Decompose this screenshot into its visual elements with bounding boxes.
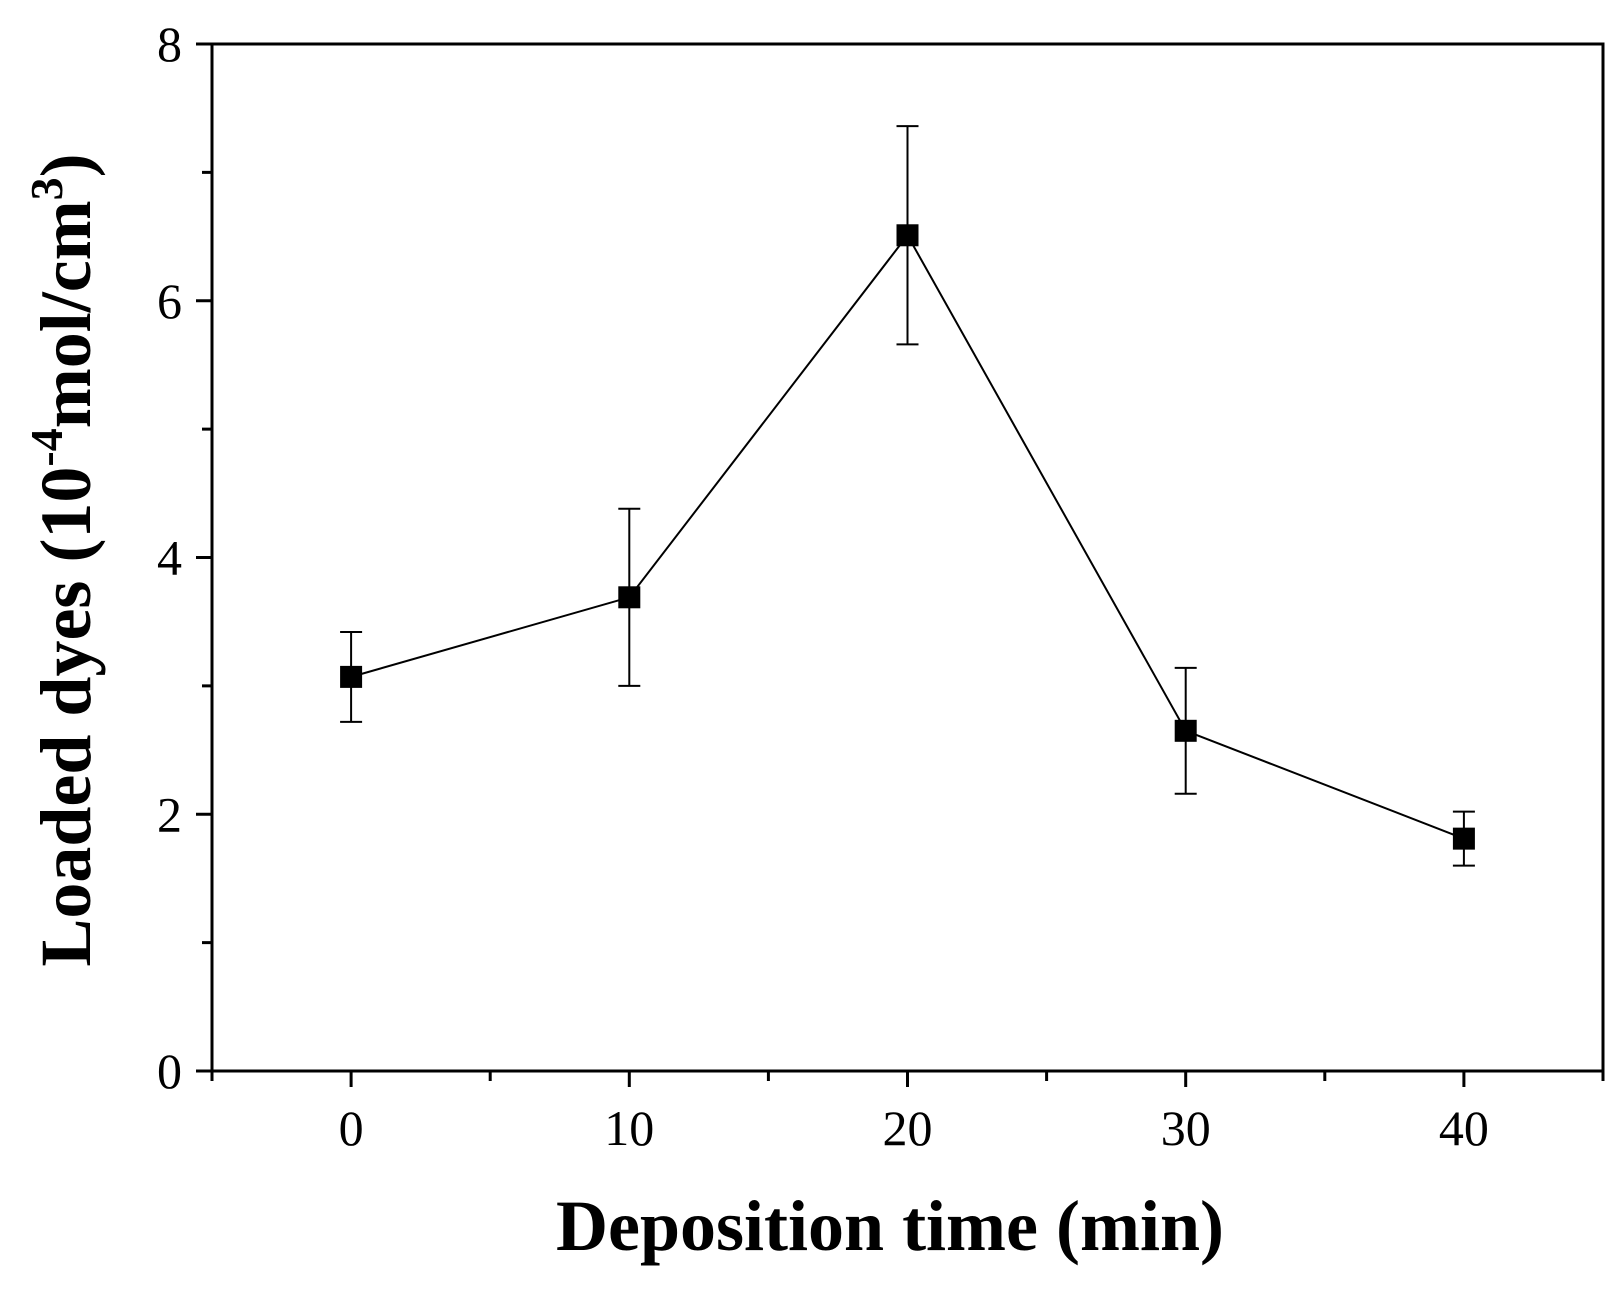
y-tick-label: 8 [157, 16, 182, 72]
y-tick-label: 2 [157, 786, 182, 842]
y-axis-title-power: 3 [21, 177, 72, 200]
x-tick-label: 40 [1439, 1100, 1489, 1156]
data-point [340, 665, 363, 688]
data-point [1174, 719, 1197, 742]
y-tick-label: 6 [157, 273, 182, 329]
data-point [618, 586, 641, 609]
x-tick-label: 0 [339, 1100, 364, 1156]
data-point [896, 224, 919, 247]
x-tick-label: 20 [883, 1100, 933, 1156]
y-axis-title-prefix: Loaded dyes (10 [26, 467, 106, 967]
y-axis-title-exponent: -4 [21, 428, 72, 466]
data-point [1452, 827, 1475, 850]
y-tick-label: 0 [157, 1043, 182, 1099]
y-tick-label: 4 [157, 530, 182, 586]
x-tick-label: 30 [1161, 1100, 1211, 1156]
y-axis-title-middle: mol/cm [26, 200, 106, 428]
x-axis-title: Deposition time (min) [556, 1186, 1224, 1266]
y-axis-title: Loaded dyes (10-4mol/cm3) [21, 153, 106, 966]
y-axis-title-suffix: ) [26, 153, 106, 177]
x-tick-label: 10 [604, 1100, 654, 1156]
